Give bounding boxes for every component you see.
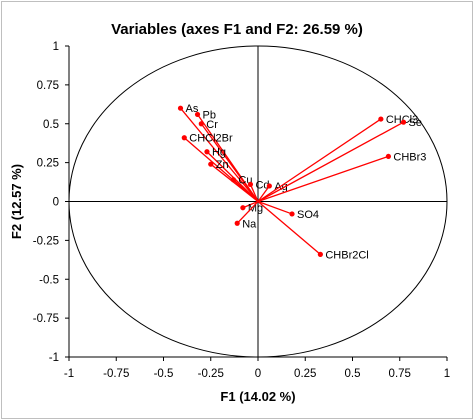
x-tick-label: -0.5 <box>154 368 174 380</box>
vector-line <box>257 155 389 203</box>
variable-label: Pb <box>203 109 216 121</box>
variable-label: Na <box>242 218 257 230</box>
vector-point <box>230 177 237 183</box>
vector-line <box>242 200 259 209</box>
vector-line <box>236 201 259 224</box>
variable-label: Cr <box>206 119 218 131</box>
y-tick-label: -0.25 <box>33 235 59 247</box>
variable-label: Cd <box>255 179 269 191</box>
y-tick-label: 0.25 <box>37 158 59 170</box>
variable-label: SO4 <box>297 209 319 221</box>
y-axis-title: F2 (12.57 %) <box>9 164 24 239</box>
vector-line <box>257 200 293 215</box>
vector-point <box>181 135 187 141</box>
vector-line <box>249 184 259 202</box>
x-tick-label: 0.75 <box>389 368 411 380</box>
vector-line <box>180 107 259 202</box>
x-tick-label: -0.75 <box>103 368 129 380</box>
vector-point <box>247 181 254 187</box>
x-tick-label: -1 <box>64 368 74 380</box>
vector-line <box>257 201 321 255</box>
vector-point <box>208 161 214 167</box>
y-tick-label: 0.75 <box>37 80 59 92</box>
variable-label: Mg <box>248 203 263 215</box>
x-tick-label: 1 <box>444 368 450 380</box>
variable-label: CHCl2Br <box>189 133 233 145</box>
variable-label: Zn <box>216 159 229 171</box>
vector-point <box>317 251 323 257</box>
y-tick-label: -0.5 <box>39 274 59 286</box>
y-tick-label: -0.75 <box>33 313 59 325</box>
variable-vectors: AsPbCrCHCl2BrHgZnCuCdAgCHCl3SeCHBr3MgSO4… <box>177 103 426 261</box>
vector-point <box>198 121 204 127</box>
vector-point <box>204 149 210 155</box>
vector-line <box>257 121 404 203</box>
variable-label: CHBr2Cl <box>325 249 368 261</box>
vector-point <box>234 220 240 226</box>
vector-point <box>194 111 201 118</box>
vector-line <box>257 118 382 203</box>
vector-line <box>257 185 270 202</box>
chart-title: Variables (axes F1 and F2: 26.59 %) <box>111 21 363 38</box>
variable-label: As <box>186 103 199 115</box>
variable-label: CHBr3 <box>393 151 426 163</box>
vector-point <box>266 183 272 189</box>
x-tick-label: 0 <box>255 368 261 380</box>
x-tick-label: 0.5 <box>345 368 361 380</box>
y-tick-label: 0 <box>53 197 59 209</box>
x-axis-title: F1 (14.02 %) <box>220 389 295 404</box>
vector-line <box>200 123 259 202</box>
vector-point <box>177 105 184 111</box>
vector-point <box>378 116 384 122</box>
y-tick-label: -1 <box>49 352 59 364</box>
vector-point <box>289 211 295 217</box>
vector-line <box>232 179 259 202</box>
y-tick-label: 0.5 <box>43 119 59 131</box>
vector-point <box>240 205 246 211</box>
vector-point <box>400 119 407 125</box>
y-tick-label: 1 <box>53 41 59 53</box>
variable-label: Se <box>409 117 422 129</box>
vector-point <box>385 153 392 160</box>
variable-label: Hg <box>212 147 226 159</box>
x-tick-label: 0.25 <box>294 368 316 380</box>
axis-ticks: -1 -0.75 -0.5 -0.25 0 0.25 0.5 0.75 1 1 0.75 0.5 0.2… <box>33 41 450 380</box>
x-tick-label: -0.25 <box>198 368 224 380</box>
